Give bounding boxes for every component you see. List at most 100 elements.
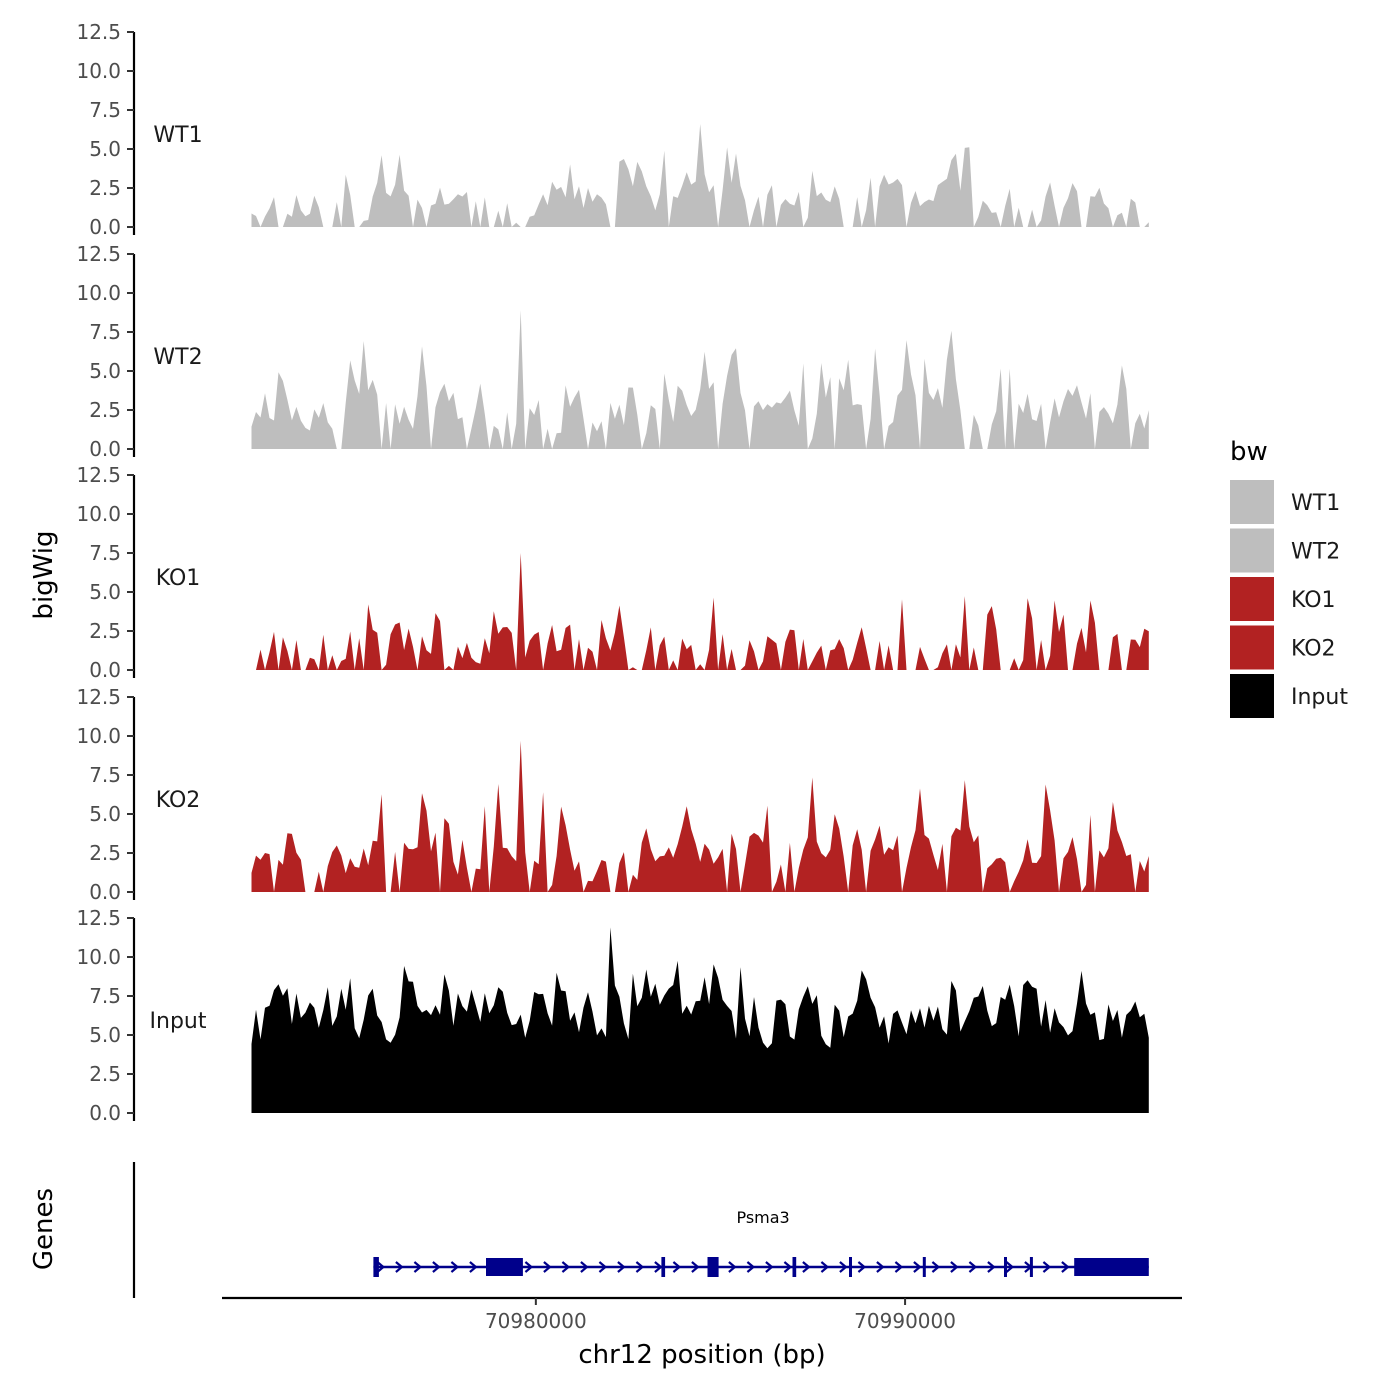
strand-arrow	[931, 1261, 941, 1273]
y-tick-label: 10.0	[76, 945, 121, 969]
strand-arrow	[746, 1261, 756, 1273]
y-tick-label: 7.5	[89, 763, 121, 787]
track-label-wt2: WT2	[153, 345, 202, 370]
track-label-input: Input	[150, 1009, 207, 1034]
strand-arrow	[728, 1261, 737, 1273]
signal-area-ko1	[251, 553, 1149, 670]
gene-exon	[792, 1257, 797, 1277]
legend-label-ko2: KO2	[1291, 637, 1336, 662]
strand-arrow	[469, 1261, 478, 1273]
gene-name-label: Psma3	[736, 1208, 789, 1227]
strand-arrow	[617, 1261, 626, 1273]
genes-axis-title: Genes	[29, 1188, 59, 1270]
signal-area-wt1	[251, 124, 1149, 227]
gene-exon	[486, 1258, 523, 1276]
legend-key-wt2	[1230, 528, 1274, 573]
track-ko2: 0.0 2.5 5.0 7.5 10.0 12.5 KO2	[76, 685, 1149, 904]
strand-arrow	[376, 1261, 386, 1273]
y-tick-label: 5.0	[89, 580, 121, 604]
strand-arrow	[783, 1261, 793, 1273]
strand-arrow	[543, 1261, 552, 1273]
y-tick-label: 7.5	[89, 541, 121, 565]
gene-exon	[707, 1257, 719, 1277]
gene-exon	[922, 1257, 926, 1277]
legend-key-ko1	[1230, 577, 1274, 621]
signal-tracks: 0.0 2.5 5.0 7.5 10.0 12.5 WT1 0.0 2.5 5.0 7.5 10.0 1…	[76, 20, 1149, 1125]
x-axis-title: chr12 position (bp)	[578, 1340, 825, 1370]
strand-arrow	[913, 1261, 922, 1273]
y-tick-label: 5.0	[89, 359, 121, 383]
strand-arrow	[1061, 1261, 1070, 1273]
strand-arrow	[598, 1261, 608, 1273]
strand-arrow	[395, 1261, 404, 1273]
gene-exon	[849, 1257, 852, 1277]
legend-label-input: Input	[1291, 685, 1348, 710]
gene-exon	[1074, 1258, 1149, 1276]
legend-key-ko2	[1230, 625, 1274, 670]
legend: bw WT1 WT2 KO1 KO2 Input	[1230, 437, 1348, 718]
strand-arrow	[820, 1261, 830, 1273]
signal-area-wt2	[251, 310, 1149, 449]
y-tick-label: 7.5	[89, 984, 121, 1008]
track-wt1: 0.0 2.5 5.0 7.5 10.0 12.5 WT1	[76, 20, 1149, 239]
y-tick-label: 12.5	[76, 242, 121, 266]
y-tick-label: 2.5	[89, 841, 121, 865]
y-tick-label: 2.5	[89, 176, 121, 200]
strand-arrow	[1005, 1261, 1015, 1273]
strand-arrow	[432, 1261, 441, 1273]
strand-arrow	[450, 1261, 460, 1273]
strand-arrow	[635, 1261, 645, 1273]
track-ko1: 0.0 2.5 5.0 7.5 10.0 12.5 KO1	[76, 463, 1149, 682]
y-tick-label: 10.0	[76, 281, 121, 305]
y-tick-label: 10.0	[76, 502, 121, 526]
strand-arrow	[894, 1261, 904, 1273]
y-tick-label: 5.0	[89, 802, 121, 826]
y-tick-label: 0.0	[89, 658, 121, 682]
y-tick-label: 7.5	[89, 98, 121, 122]
genes-panel: Genes Psma3	[29, 1162, 1149, 1298]
y-tick-label: 12.5	[76, 463, 121, 487]
y-tick-label: 0.0	[89, 1101, 121, 1125]
track-label-wt1: WT1	[153, 123, 202, 148]
y-tick-label: 5.0	[89, 137, 121, 161]
y-tick-label: 5.0	[89, 1023, 121, 1047]
track-label-ko2: KO2	[156, 788, 201, 813]
strand-arrow	[524, 1261, 534, 1273]
legend-key-input	[1230, 674, 1274, 718]
gene-exon	[1004, 1257, 1007, 1277]
x-tick-label: 70990000	[854, 1309, 956, 1333]
strand-arrow	[950, 1261, 959, 1273]
y-tick-label: 12.5	[76, 685, 121, 709]
strand-arrow	[839, 1261, 848, 1273]
legend-label-ko1: KO1	[1291, 588, 1336, 613]
signal-area-ko2	[251, 740, 1149, 892]
y-tick-label: 2.5	[89, 1062, 121, 1086]
signal-area-input	[251, 927, 1149, 1113]
strand-arrow	[413, 1261, 423, 1273]
strand-arrow	[691, 1261, 700, 1273]
legend-title: bw	[1230, 437, 1268, 467]
y-tick-label: 0.0	[89, 437, 121, 461]
strand-arrow	[561, 1261, 571, 1273]
strand-arrow	[968, 1261, 978, 1273]
strand-arrow	[876, 1261, 885, 1273]
gene-exon	[661, 1257, 666, 1277]
y-tick-label: 12.5	[76, 20, 121, 44]
gene-exon	[1029, 1257, 1033, 1277]
y-tick-label: 12.5	[76, 906, 121, 930]
strand-arrow	[654, 1261, 663, 1273]
y-tick-label: 7.5	[89, 320, 121, 344]
strand-arrow	[580, 1261, 589, 1273]
track-wt2: 0.0 2.5 5.0 7.5 10.0 12.5 WT2	[76, 242, 1149, 461]
strand-arrow	[672, 1261, 682, 1273]
legend-label-wt2: WT2	[1291, 540, 1340, 565]
y-tick-label: 2.5	[89, 619, 121, 643]
strand-arrow	[857, 1261, 867, 1273]
strand-arrow	[802, 1261, 811, 1273]
track-label-ko1: KO1	[156, 566, 201, 591]
strand-arrow	[765, 1261, 774, 1273]
legend-key-wt1	[1230, 480, 1274, 524]
y-tick-label: 0.0	[89, 215, 121, 239]
gene-model: Psma3	[373, 1208, 1149, 1277]
